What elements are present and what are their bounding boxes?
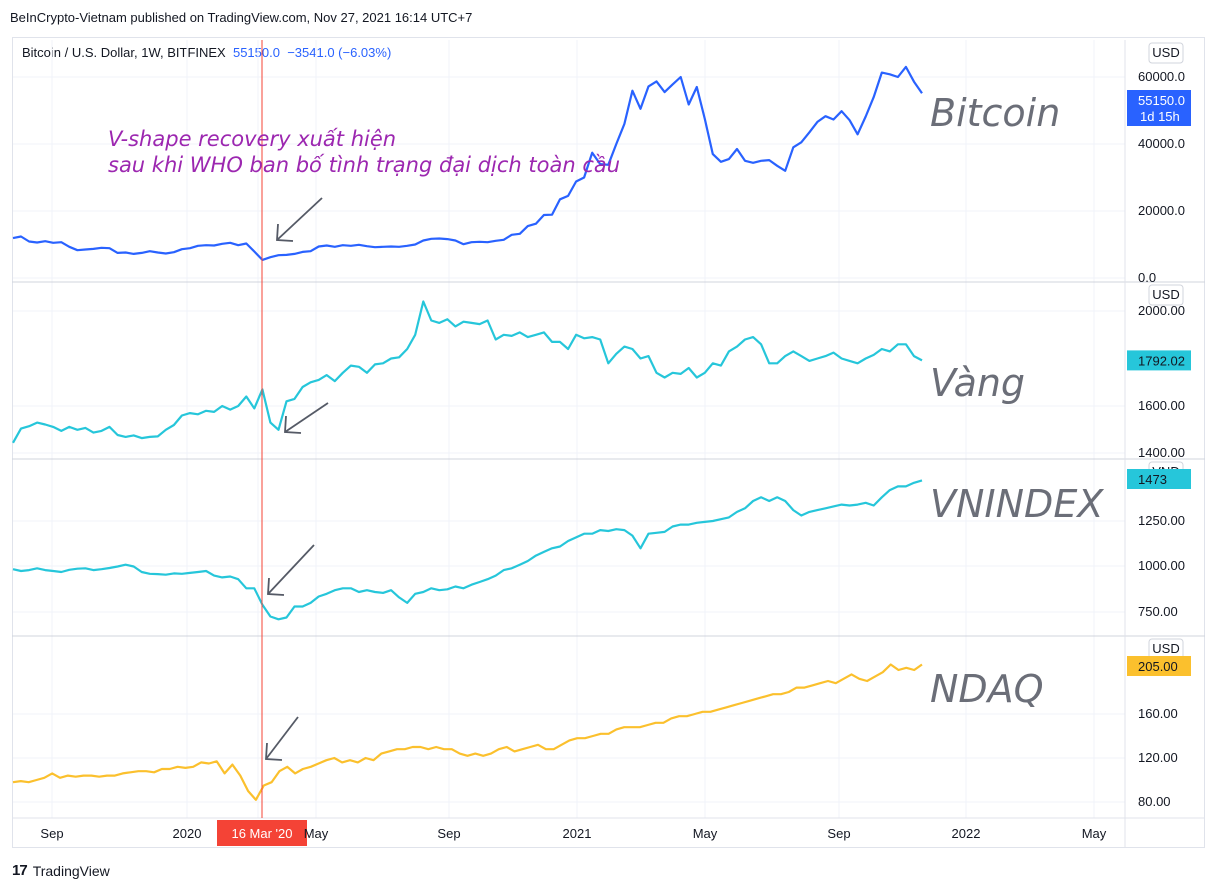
price-tick-label: 160.00	[1138, 706, 1178, 721]
currency-box	[1148, 42, 1184, 64]
last-value-label: 205.00	[1138, 659, 1178, 674]
arrow-head-icon	[276, 223, 294, 242]
currency-box	[1148, 284, 1184, 306]
last-value-box	[1127, 350, 1191, 371]
time-tick-label: May	[1082, 826, 1107, 841]
time-tick-label: Sep	[40, 826, 63, 841]
last-value-box	[1127, 90, 1191, 126]
pane-label: NDAQ	[930, 667, 1044, 711]
last-value-label: 55150.0	[1138, 93, 1185, 108]
time-tick-label: Sep	[827, 826, 850, 841]
pane-label: Bitcoin	[930, 91, 1060, 135]
symbol-last-price: 55150.0	[232, 45, 280, 60]
time-tick-label: 2020	[173, 826, 202, 841]
time-tick-label: 2022	[952, 826, 981, 841]
symbol-change: −3541.0 (−6.03%)	[287, 45, 392, 60]
price-tick-label: 750.00	[1138, 604, 1178, 619]
series-line-vàng	[12, 300, 923, 444]
price-tick-label: 20000.0	[1138, 203, 1185, 218]
last-value-label: 1792.02	[1138, 353, 1185, 368]
price-tick-label: 1250.00	[1138, 513, 1185, 528]
series-line-vnindex	[12, 479, 923, 621]
arrow-head-icon	[267, 577, 285, 596]
arrow-icon	[284, 402, 329, 433]
price-tick-label: 80.00	[1138, 794, 1171, 809]
price-tick-label: 120.00	[1138, 750, 1178, 765]
symbol-legend[interactable]: Bitcoin / U.S. Dollar, 1W, BITFINEX 5515…	[22, 45, 391, 60]
grid-lines	[12, 40, 1205, 848]
time-axis: Sep 2020 16 Mar '20 May Sep 2021 May Sep 2022 May	[40, 820, 1107, 846]
last-value-box	[1127, 469, 1191, 489]
annotation-arrows	[265, 197, 329, 761]
time-tick-label: May	[693, 826, 718, 841]
arrow-icon	[276, 197, 323, 241]
series-line-ndaq	[12, 663, 923, 801]
annotation-line-1: V-shape recovery xuất hiện	[108, 127, 396, 151]
price-tick-label: 40000.0	[1138, 136, 1185, 151]
time-tick-label: Sep	[437, 826, 460, 841]
price-tick-label: 0.0	[1138, 270, 1156, 285]
last-value-sublabel: 1d 15h	[1140, 109, 1180, 124]
arrow-head-icon	[265, 742, 283, 761]
arrow-icon	[267, 544, 315, 595]
publisher-header: BeInCrypto-Vietnam published on TradingV…	[10, 10, 473, 25]
series-group: Bitcoin Vàng VNINDEX NDAQ	[12, 40, 1104, 818]
arrow-head-icon	[284, 415, 302, 434]
pane-label: VNINDEX	[930, 482, 1104, 526]
crosshair-date-box	[217, 820, 307, 846]
crosshair-date-label: 16 Mar '20	[231, 826, 292, 841]
price-axes: 60000.0 40000.0 20000.0 0.0 USD 55150.01d 15h…	[1127, 42, 1191, 809]
last-value-box	[1127, 656, 1191, 676]
annotation-line-2: sau khi WHO ban bố tình trạng đại dịch t…	[108, 153, 620, 177]
symbol-name[interactable]: Bitcoin / U.S. Dollar, 1W, BITFINEX	[22, 45, 226, 60]
time-tick-label: 2021	[563, 826, 592, 841]
price-tick-label: 1000.00	[1138, 558, 1185, 573]
arrow-icon	[265, 716, 299, 760]
price-tick-label: 1400.00	[1138, 445, 1185, 460]
price-tick-label: 60000.0	[1138, 69, 1185, 84]
footer[interactable]: 17 TradingView	[12, 862, 110, 879]
tradingview-brand[interactable]: TradingView	[32, 862, 110, 879]
currency-label: USD	[1152, 641, 1179, 656]
time-tick-label: May	[304, 826, 329, 841]
tradingview-logo-icon[interactable]: 17	[12, 862, 28, 879]
last-value-label: 1473	[1138, 472, 1167, 487]
price-tick-label: 2000.00	[1138, 303, 1185, 318]
pane-label: Vàng	[930, 361, 1025, 405]
price-tick-label: 1600.00	[1138, 398, 1185, 413]
series-line-bitcoin	[12, 65, 923, 261]
currency-label: USD	[1152, 287, 1179, 302]
currency-label: USD	[1152, 45, 1179, 60]
